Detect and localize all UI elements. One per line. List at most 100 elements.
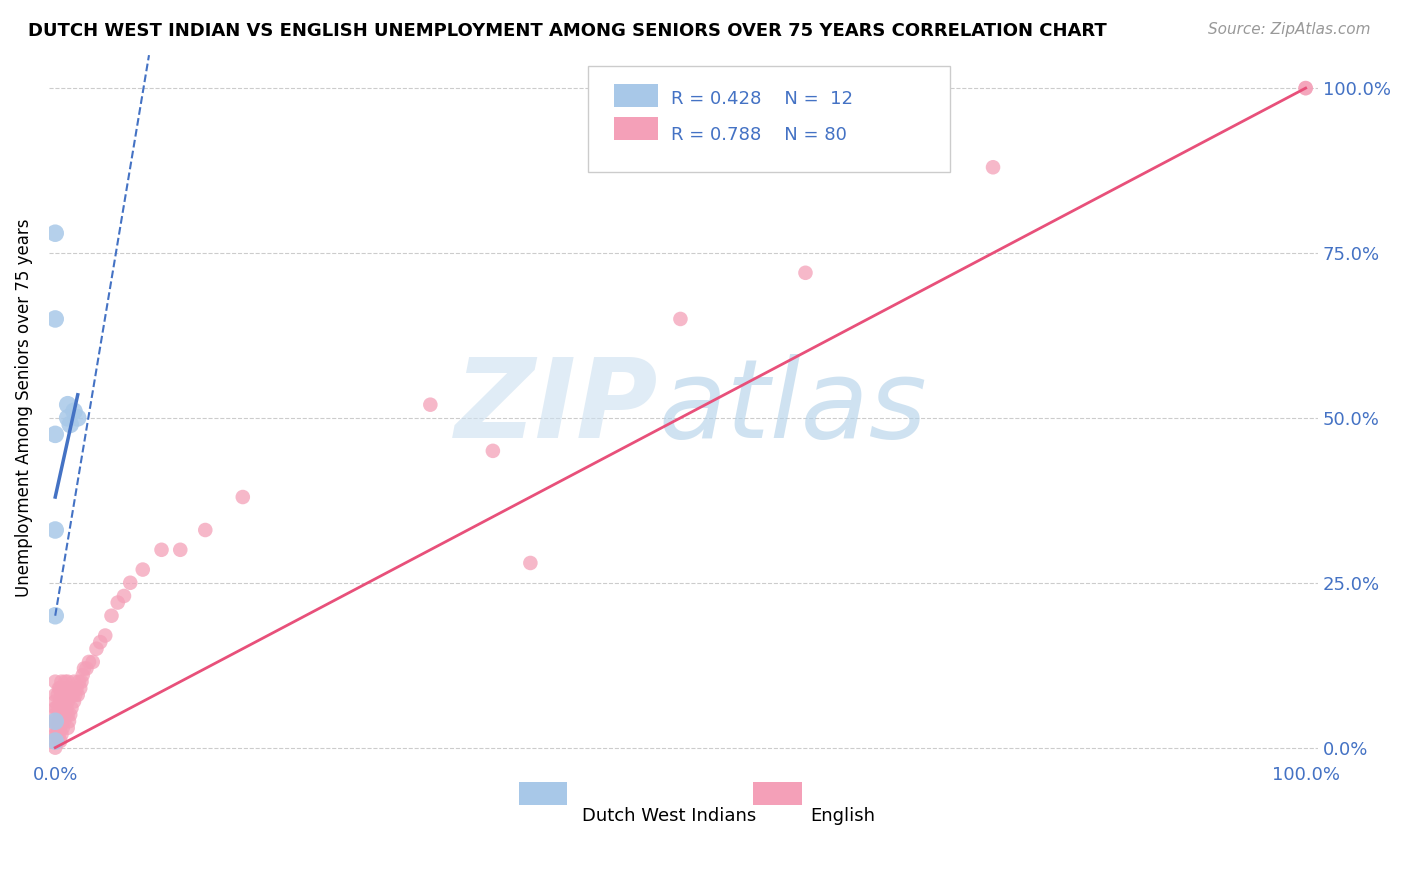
Point xyxy=(76,661,98,675)
Point xyxy=(55,701,77,715)
Point xyxy=(49,721,72,735)
Point xyxy=(66,688,89,702)
Point xyxy=(44,694,66,708)
Point xyxy=(669,312,692,326)
Point xyxy=(52,707,75,722)
FancyBboxPatch shape xyxy=(614,117,658,140)
Point xyxy=(69,681,91,696)
Text: atlas: atlas xyxy=(658,354,927,461)
Point xyxy=(45,701,67,715)
Point xyxy=(48,701,70,715)
FancyBboxPatch shape xyxy=(519,782,567,805)
Point xyxy=(62,688,84,702)
Point xyxy=(58,688,80,702)
Point xyxy=(59,417,82,432)
Point xyxy=(56,707,79,722)
Point xyxy=(1295,81,1317,95)
Point xyxy=(45,727,67,741)
Text: ZIP: ZIP xyxy=(454,354,658,461)
Text: English: English xyxy=(810,806,876,825)
FancyBboxPatch shape xyxy=(588,66,950,171)
Point xyxy=(63,694,86,708)
Point xyxy=(112,589,135,603)
Point xyxy=(73,661,96,675)
Point xyxy=(120,575,142,590)
Point xyxy=(44,312,66,326)
Point xyxy=(56,410,79,425)
Point xyxy=(49,681,72,696)
Point xyxy=(794,266,817,280)
Point xyxy=(49,734,72,748)
Point xyxy=(44,427,66,442)
Point xyxy=(53,714,76,729)
Point xyxy=(65,681,87,696)
Point xyxy=(51,727,73,741)
Point xyxy=(58,714,80,729)
Point xyxy=(51,714,73,729)
FancyBboxPatch shape xyxy=(754,782,801,805)
Point xyxy=(981,161,1004,175)
Point xyxy=(49,694,72,708)
Point xyxy=(44,727,66,741)
Point xyxy=(1295,81,1317,95)
Point xyxy=(52,721,75,735)
Point xyxy=(419,398,441,412)
Point xyxy=(60,701,83,715)
Point xyxy=(44,707,66,722)
Point xyxy=(67,674,90,689)
Point xyxy=(59,681,82,696)
Point xyxy=(51,701,73,715)
Point xyxy=(232,490,254,504)
Point xyxy=(482,443,505,458)
Point xyxy=(56,674,79,689)
Point xyxy=(48,681,70,696)
Point xyxy=(44,734,66,748)
Point xyxy=(53,701,76,715)
Point xyxy=(70,674,93,689)
Point xyxy=(56,398,79,412)
Point xyxy=(49,707,72,722)
Point xyxy=(44,714,66,729)
Point xyxy=(150,542,173,557)
Point xyxy=(53,681,76,696)
Point xyxy=(169,542,191,557)
Y-axis label: Unemployment Among Seniors over 75 years: Unemployment Among Seniors over 75 years xyxy=(15,219,32,598)
Text: Dutch West Indians: Dutch West Indians xyxy=(582,806,756,825)
Point xyxy=(45,714,67,729)
Point xyxy=(44,226,66,240)
Point xyxy=(65,688,87,702)
Text: R = 0.788    N = 80: R = 0.788 N = 80 xyxy=(671,126,846,144)
Point xyxy=(56,721,79,735)
Point xyxy=(46,721,69,735)
Point xyxy=(46,688,69,702)
Point xyxy=(44,734,66,748)
Point xyxy=(86,641,108,656)
Point xyxy=(48,714,70,729)
Point xyxy=(44,740,66,755)
Point xyxy=(63,674,86,689)
Point xyxy=(72,668,94,682)
Point xyxy=(89,635,111,649)
FancyBboxPatch shape xyxy=(614,84,658,107)
Point xyxy=(44,701,66,715)
Point xyxy=(56,694,79,708)
Text: R = 0.428    N =  12: R = 0.428 N = 12 xyxy=(671,90,853,109)
Point xyxy=(100,608,122,623)
Point xyxy=(44,714,66,729)
Point xyxy=(519,556,541,570)
Point xyxy=(63,404,86,418)
Point xyxy=(51,674,73,689)
Point xyxy=(107,596,129,610)
Point xyxy=(44,721,66,735)
Point xyxy=(46,734,69,748)
Point xyxy=(53,694,76,708)
Point xyxy=(51,688,73,702)
Point xyxy=(44,688,66,702)
Point xyxy=(194,523,217,537)
Point xyxy=(48,727,70,741)
Point xyxy=(77,655,100,669)
Point xyxy=(66,410,89,425)
Point xyxy=(53,707,76,722)
Point xyxy=(44,674,66,689)
Point xyxy=(44,523,66,537)
